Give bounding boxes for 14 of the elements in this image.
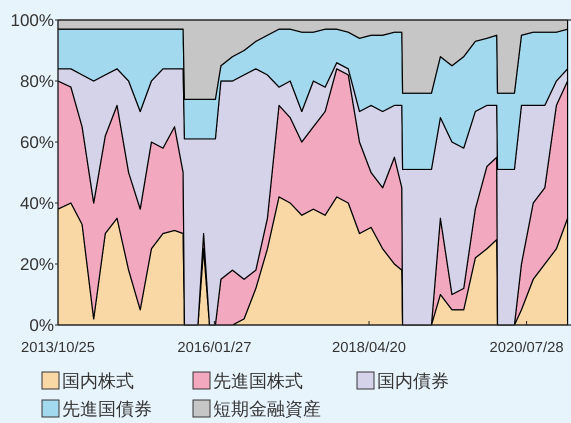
- y-tick-label: 0%: [29, 316, 54, 335]
- legend-label: 先進国債券: [62, 399, 152, 419]
- y-tick-label: 40%: [20, 194, 54, 213]
- x-tick-label: 2020/07/28: [490, 340, 564, 356]
- x-tick-label: 2018/04/20: [332, 340, 406, 356]
- y-tick-label: 20%: [20, 255, 54, 274]
- legend-label: 短期金融資産: [213, 399, 321, 419]
- y-tick-label: 60%: [20, 133, 54, 152]
- y-tick-label: 80%: [20, 72, 54, 91]
- x-tick-label: 2013/10/25: [21, 340, 95, 356]
- legend-label: 先進国株式: [213, 371, 303, 391]
- legend-label: 国内株式: [62, 371, 134, 391]
- y-tick-label: 100%: [10, 11, 54, 30]
- x-tick-label: 2016/01/27: [177, 340, 252, 356]
